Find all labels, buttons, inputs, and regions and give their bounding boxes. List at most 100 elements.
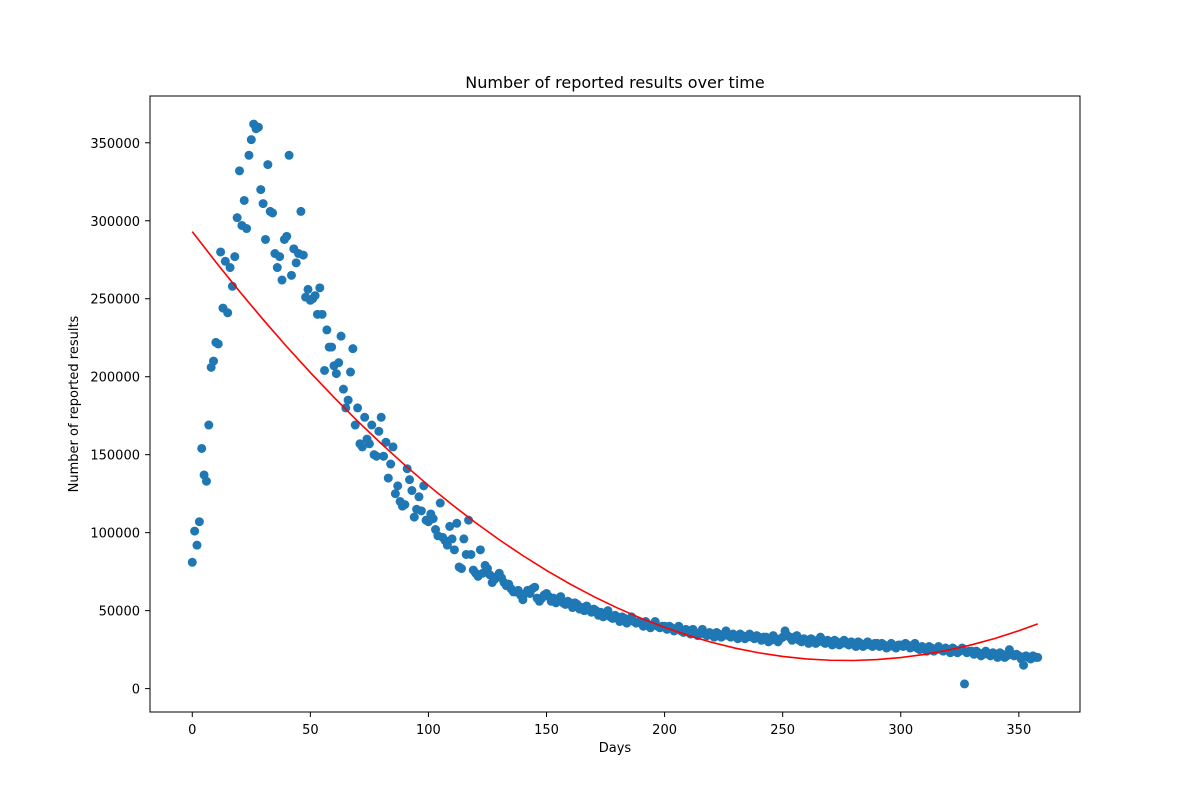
scatter-point (381, 437, 391, 447)
scatter-point (464, 515, 474, 525)
scatter-point (530, 582, 540, 592)
scatter-point (407, 486, 417, 496)
plot-frame (149, 95, 1081, 713)
y-tick-label: 300000 (90, 215, 140, 230)
scatter-point (405, 475, 415, 485)
scatter-point (445, 521, 455, 531)
scatter-point (253, 122, 263, 132)
scatter-point (225, 263, 235, 273)
scatter-point (435, 498, 445, 508)
scatter-point (960, 679, 970, 689)
scatter-point (239, 195, 249, 205)
chart-title: Number of reported results over time (465, 73, 764, 92)
scatter-point (216, 247, 226, 257)
x-tick-label: 0 (188, 723, 196, 738)
scatter-point (374, 426, 384, 436)
scatter-point (357, 442, 367, 452)
scatter-point (223, 308, 233, 318)
scatter-point (336, 331, 346, 341)
scatter-point (475, 545, 485, 555)
scatter-point (334, 358, 344, 368)
y-axis-label: Number of reported results (67, 315, 82, 492)
x-axis-label: Days (599, 741, 632, 756)
scatter-point (201, 476, 211, 486)
y-tick-label: 100000 (90, 527, 140, 542)
scatter-point (209, 356, 219, 366)
scatter-point (428, 514, 438, 524)
scatter-point (341, 403, 351, 413)
x-tick-label: 100 (416, 723, 441, 738)
scatter-point (235, 166, 245, 176)
y-tick-label: 250000 (90, 293, 140, 308)
y-tick-label: 350000 (90, 137, 140, 152)
scatter-point (286, 270, 296, 280)
scatter-point (393, 481, 403, 491)
scatter-point (258, 199, 268, 209)
y-tick-label: 150000 (90, 449, 140, 464)
x-tick-label: 350 (1006, 723, 1031, 738)
scatter-point (348, 344, 358, 354)
scatter-point (282, 231, 292, 241)
scatter-point (456, 564, 466, 574)
scatter-point (187, 557, 197, 567)
scatter-point (452, 518, 462, 528)
scatter-point (263, 160, 273, 170)
scatter-point (260, 234, 270, 244)
scatter-point (246, 135, 256, 145)
scatter-point (402, 464, 412, 474)
scatter-point (298, 250, 308, 260)
scatter-point (1033, 652, 1043, 662)
scatter-point (1019, 660, 1029, 670)
scatter-point (242, 224, 252, 234)
scatter-point (232, 213, 242, 223)
x-tick-label: 150 (534, 723, 559, 738)
scatter-point (327, 342, 337, 352)
scatter-point (331, 369, 341, 379)
scatter-point (272, 263, 282, 273)
scatter-point (346, 367, 356, 377)
scatter-point (364, 439, 374, 449)
scatter-point (350, 420, 360, 430)
scatter-point (204, 420, 214, 430)
scatter-point (192, 540, 202, 550)
scatter-point (230, 252, 240, 262)
scatter-point (416, 506, 426, 516)
y-tick-label: 0 (132, 683, 140, 698)
scatter-point (442, 540, 452, 550)
scatter-point (400, 500, 410, 510)
scatter-point (244, 150, 254, 160)
scatter-point (296, 206, 306, 216)
scatter-point (383, 473, 393, 483)
scatter-point (353, 403, 363, 413)
scatter-point (315, 283, 325, 293)
y-tick-label: 50000 (99, 605, 140, 620)
scatter-point (419, 481, 429, 491)
scatter-point (367, 420, 377, 430)
y-tick-label: 200000 (90, 371, 140, 386)
scatter-point (213, 339, 223, 349)
scatter-point (379, 451, 389, 461)
x-tick-label: 50 (302, 723, 319, 738)
scatter-point (414, 492, 424, 502)
fit-line (191, 231, 1039, 662)
scatter-point (194, 517, 204, 527)
scatter-point (343, 395, 353, 405)
scatter-point (388, 442, 398, 452)
scatter-point (291, 258, 301, 268)
scatter-point (227, 281, 237, 291)
scatter-point (447, 534, 457, 544)
scatter-point (360, 412, 370, 422)
scatter-point (322, 325, 332, 335)
scatter-point (338, 384, 348, 394)
scatter-point (277, 275, 287, 285)
scatter-point (275, 252, 285, 262)
scatter-point (220, 256, 230, 266)
scatter-point (376, 412, 386, 422)
scatter-point (409, 512, 419, 522)
x-tick-label: 200 (652, 723, 677, 738)
scatter-point (459, 534, 469, 544)
x-tick-label: 250 (770, 723, 795, 738)
scatter-point (449, 545, 459, 555)
